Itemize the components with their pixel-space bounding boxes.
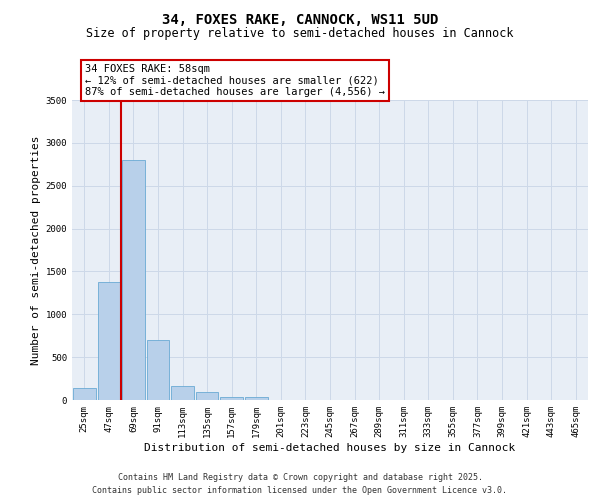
- Bar: [245, 398, 268, 400]
- X-axis label: Distribution of semi-detached houses by size in Cannock: Distribution of semi-detached houses by …: [145, 442, 515, 452]
- Text: 34, FOXES RAKE, CANNOCK, WS11 5UD: 34, FOXES RAKE, CANNOCK, WS11 5UD: [162, 12, 438, 26]
- Bar: [220, 397, 243, 400]
- Bar: [98, 282, 120, 400]
- Bar: [122, 160, 145, 400]
- Bar: [171, 386, 194, 400]
- Text: Size of property relative to semi-detached houses in Cannock: Size of property relative to semi-detach…: [86, 28, 514, 40]
- Y-axis label: Number of semi-detached properties: Number of semi-detached properties: [31, 135, 41, 365]
- Text: Contains HM Land Registry data © Crown copyright and database right 2025.
Contai: Contains HM Land Registry data © Crown c…: [92, 474, 508, 495]
- Bar: [146, 340, 169, 400]
- Text: 34 FOXES RAKE: 58sqm
← 12% of semi-detached houses are smaller (622)
87% of semi: 34 FOXES RAKE: 58sqm ← 12% of semi-detac…: [85, 64, 385, 97]
- Bar: [73, 388, 95, 400]
- Bar: [196, 392, 218, 400]
